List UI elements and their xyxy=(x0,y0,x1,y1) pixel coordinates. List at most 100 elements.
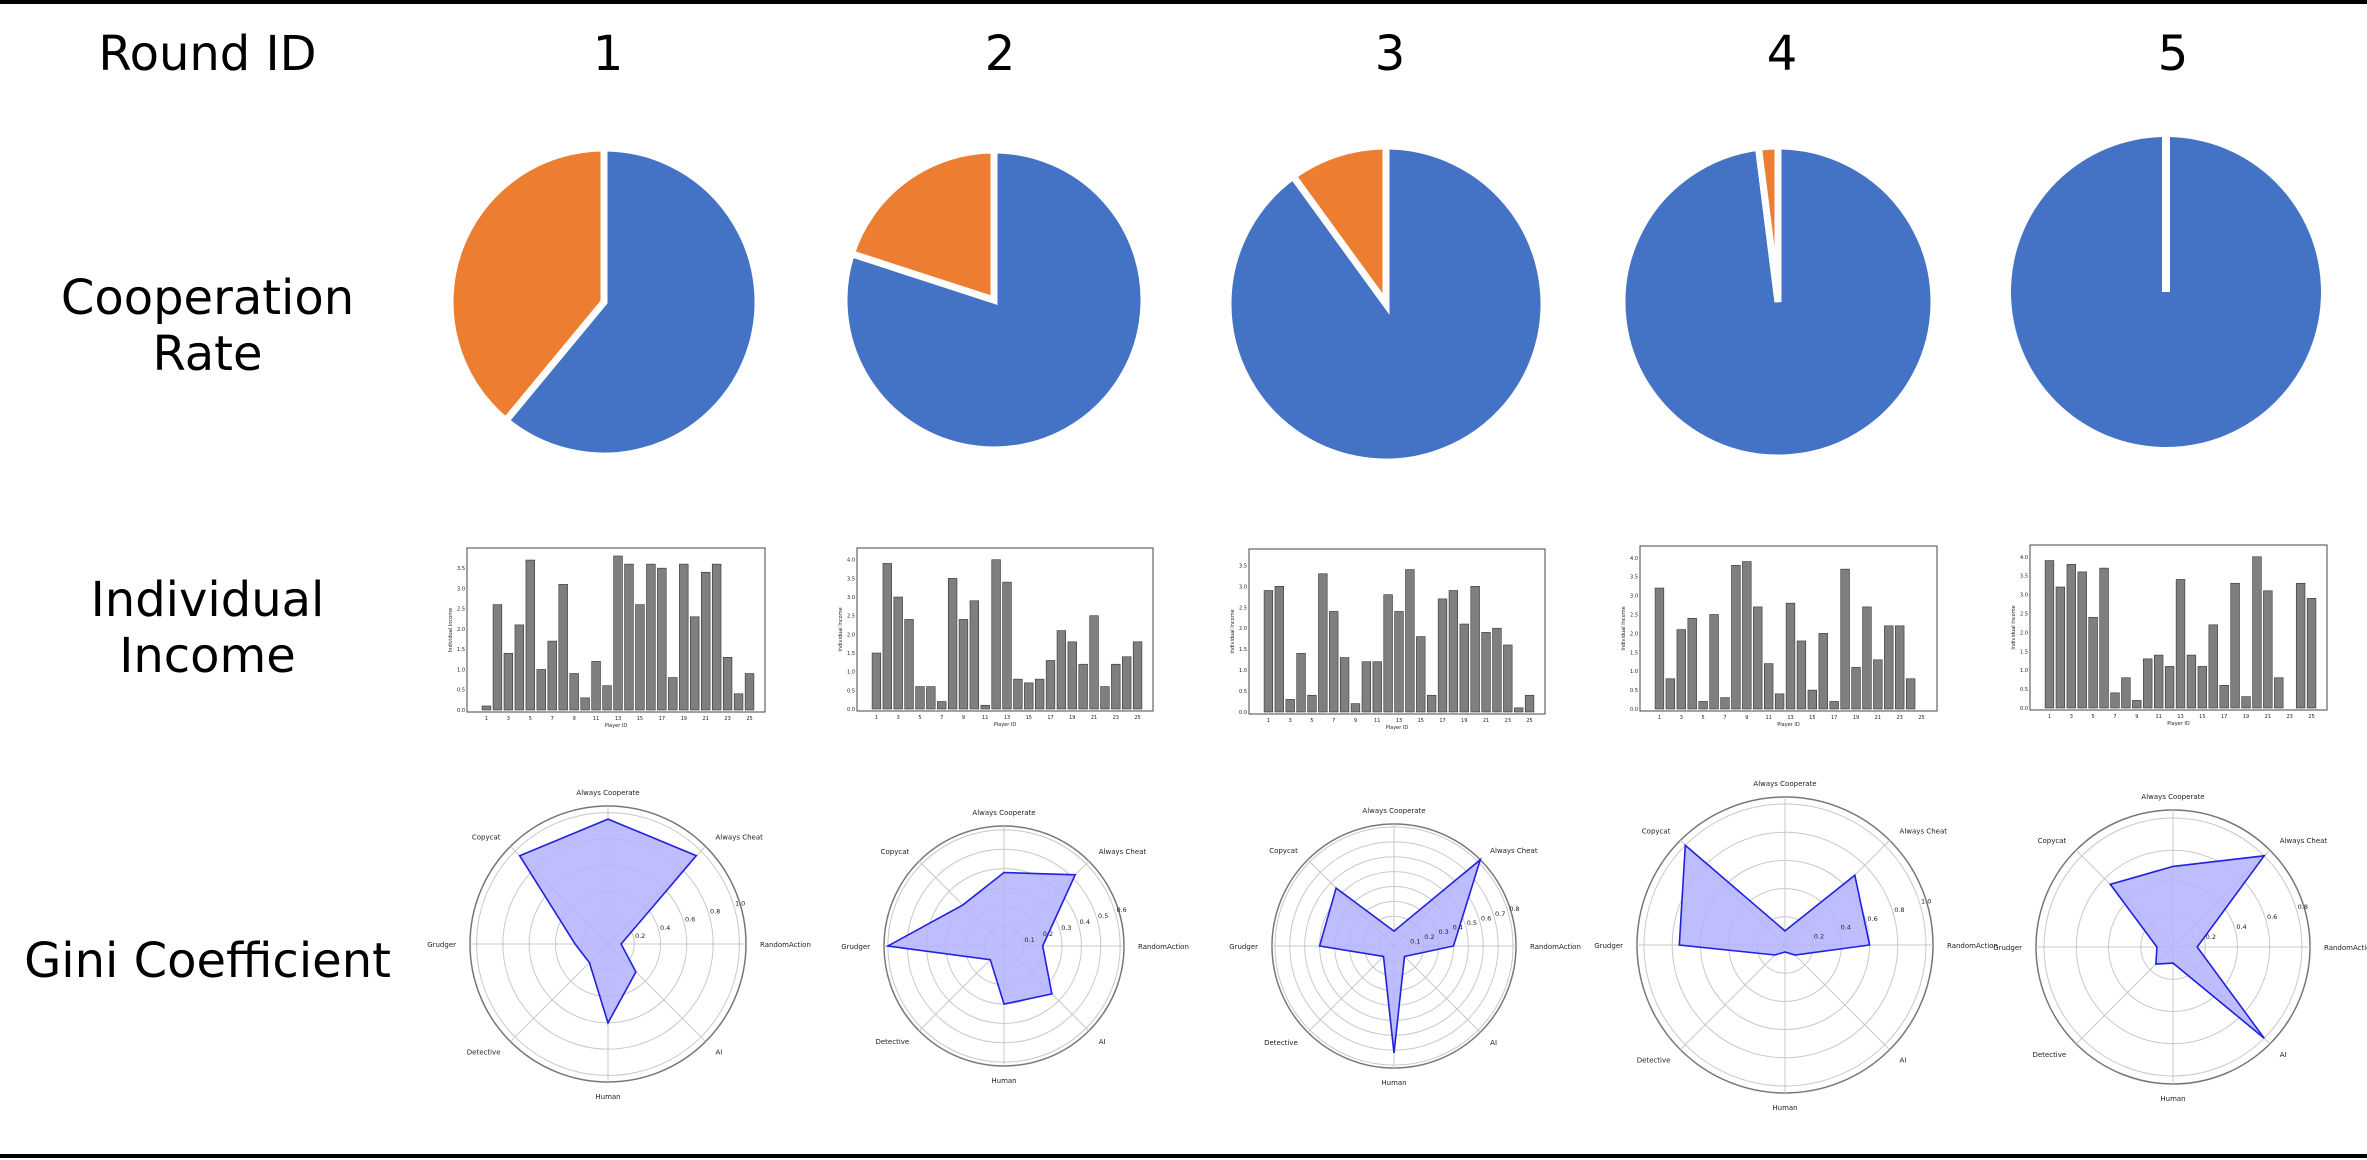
bar-3-player-12 xyxy=(1383,594,1393,713)
radar-3-axis-label: Always Cheat xyxy=(1490,847,1538,855)
bar-5-xtick: 19 xyxy=(2243,714,2249,720)
bar-1-xtick: 7 xyxy=(551,716,554,722)
radar-3-axis-label: RandomAction xyxy=(1530,943,1581,951)
bar-1-player-13 xyxy=(613,555,623,711)
radar-3-axis-label: Grudger xyxy=(1229,943,1258,951)
bar-3-xtick: 7 xyxy=(1332,718,1335,724)
bar-2-player-9 xyxy=(958,619,969,710)
round-label-5: 5 xyxy=(2157,26,2189,82)
radar-2-rtick: 0.1 xyxy=(1024,936,1034,944)
bar-3-player-10 xyxy=(1361,661,1372,713)
bar-5-player-17 xyxy=(2219,685,2229,709)
bar-4-player-3 xyxy=(1676,629,1686,710)
radar-2-axis-label: Grudger xyxy=(841,943,870,951)
radar-1-rtick: 0.4 xyxy=(660,924,670,932)
bar-2-ytick: 1.0 xyxy=(847,670,855,676)
bar-5-player-14 xyxy=(2186,654,2197,709)
radar-5-axis-label: Human xyxy=(2160,1095,2185,1103)
bar-3-player-19 xyxy=(1459,623,1469,713)
bar-4-xtick: 1 xyxy=(1658,715,1661,721)
radar-4-axis-label: Copycat xyxy=(1642,827,1671,835)
bar-1-player-20 xyxy=(690,616,700,711)
bar-2-ytick: 3.0 xyxy=(847,595,855,601)
bar-1-ytick: 2.0 xyxy=(457,627,465,633)
bar-5-xtick: 1 xyxy=(2048,714,2051,720)
radar-3-rtick: 0.4 xyxy=(1453,924,1463,932)
bar-1-player-6 xyxy=(536,669,546,711)
radar-5-rtick: 0.8 xyxy=(2298,903,2308,911)
bar-1-ytick: 1.5 xyxy=(457,647,465,653)
bar-1-player-22 xyxy=(711,563,722,711)
bar-2-player-3 xyxy=(893,596,903,710)
bar-4-xtick: 23 xyxy=(1897,715,1903,721)
bar-3-ytick: 1.5 xyxy=(1239,647,1247,653)
bar-4-player-14 xyxy=(1796,640,1807,710)
radar-3-rtick: 0.6 xyxy=(1481,914,1491,922)
bar-2-xtick: 25 xyxy=(1134,715,1140,721)
bar-1-player-14 xyxy=(624,563,634,711)
bar-5-xtick: 13 xyxy=(2177,714,2183,720)
bar-3-player-4 xyxy=(1296,653,1306,713)
bar-2-player-6 xyxy=(926,686,936,710)
bar-4-player-10 xyxy=(1753,606,1763,710)
radar-2-axis-label: AI xyxy=(1099,1038,1106,1046)
bar-2-player-23 xyxy=(1111,663,1121,710)
bar-2-player-2 xyxy=(882,563,892,710)
bar-4-player-2 xyxy=(1665,678,1676,710)
bar-4-xtick: 11 xyxy=(1765,715,1771,721)
bar-1-xtick: 5 xyxy=(529,716,532,722)
radar-3-rtick: 0.3 xyxy=(1438,928,1448,936)
bar-4-xtick: 17 xyxy=(1831,715,1837,721)
radar-1-axis-label: RandomAction xyxy=(760,941,811,949)
bar-5-player-20 xyxy=(2252,556,2262,709)
bar-4-ytick: 1.0 xyxy=(1630,669,1638,675)
bar-2-player-13 xyxy=(1002,581,1012,710)
bar-2-xtick: 17 xyxy=(1047,715,1053,721)
radar-5-rtick: 0.4 xyxy=(2236,923,2246,931)
bar-5-xtick: 9 xyxy=(2135,714,2138,720)
bar-2-player-21 xyxy=(1089,615,1099,710)
bar-4-xtick: 25 xyxy=(1918,715,1924,721)
bar-3-xtick: 21 xyxy=(1483,718,1489,724)
bar-4-player-8 xyxy=(1731,565,1741,710)
radar-4-axis-label: AI xyxy=(1900,1057,1907,1065)
bar-5-xtick: 3 xyxy=(2070,714,2073,720)
bar-5-player-1 xyxy=(2044,560,2055,709)
bar-2-xtick: 13 xyxy=(1004,715,1010,721)
bar-4-xtick: 13 xyxy=(1787,715,1793,721)
bar-5-xtick: 15 xyxy=(2199,714,2205,720)
bar-3-xtick: 17 xyxy=(1439,718,1445,724)
radar-1-axis-label: Always Cooperate xyxy=(576,789,639,797)
bar-1-player-25 xyxy=(744,673,755,711)
bar-3-ytick: 3.0 xyxy=(1239,584,1247,590)
bar-3-xtick: 13 xyxy=(1396,718,1402,724)
bar-5-player-25 xyxy=(2306,598,2317,709)
bar-3-player-21 xyxy=(1481,632,1491,713)
bar-1-player-12 xyxy=(602,685,612,711)
bar-1-xtick: 13 xyxy=(615,716,621,722)
bar-5-player-11 xyxy=(2153,654,2164,709)
bar-3-player-2 xyxy=(1274,586,1284,713)
bar-4-xtick: 7 xyxy=(1723,715,1726,721)
bar-1-player-16 xyxy=(646,563,656,711)
bar-5-ytick: 0.5 xyxy=(2020,687,2028,693)
bar-5-xtick: 7 xyxy=(2113,714,2116,720)
radar-4-axis-label: Always Cooperate xyxy=(1753,780,1816,788)
bar-2-xtick: 5 xyxy=(918,715,921,721)
bar-4-player-9 xyxy=(1742,561,1752,710)
bar-5-player-22 xyxy=(2274,677,2284,709)
bar-3-xtick: 5 xyxy=(1310,718,1313,724)
radar-1-axis-label: Detective xyxy=(467,1048,501,1056)
bar-1-player-9 xyxy=(569,673,579,711)
bar-3-ytick: 0.0 xyxy=(1239,710,1247,716)
bar-5-player-10 xyxy=(2143,658,2153,709)
pie-1-slice-cheat xyxy=(446,144,608,426)
bar-5-player-5 xyxy=(2088,616,2098,709)
bar-5-player-4 xyxy=(2077,571,2087,709)
bar-1-player-24 xyxy=(733,693,744,711)
bar-1-player-17 xyxy=(657,567,667,711)
bar-2-player-8 xyxy=(947,578,958,710)
bar-3-player-23 xyxy=(1503,644,1513,713)
bar-2-player-24 xyxy=(1122,656,1132,710)
bar-5-player-9 xyxy=(2132,700,2142,709)
